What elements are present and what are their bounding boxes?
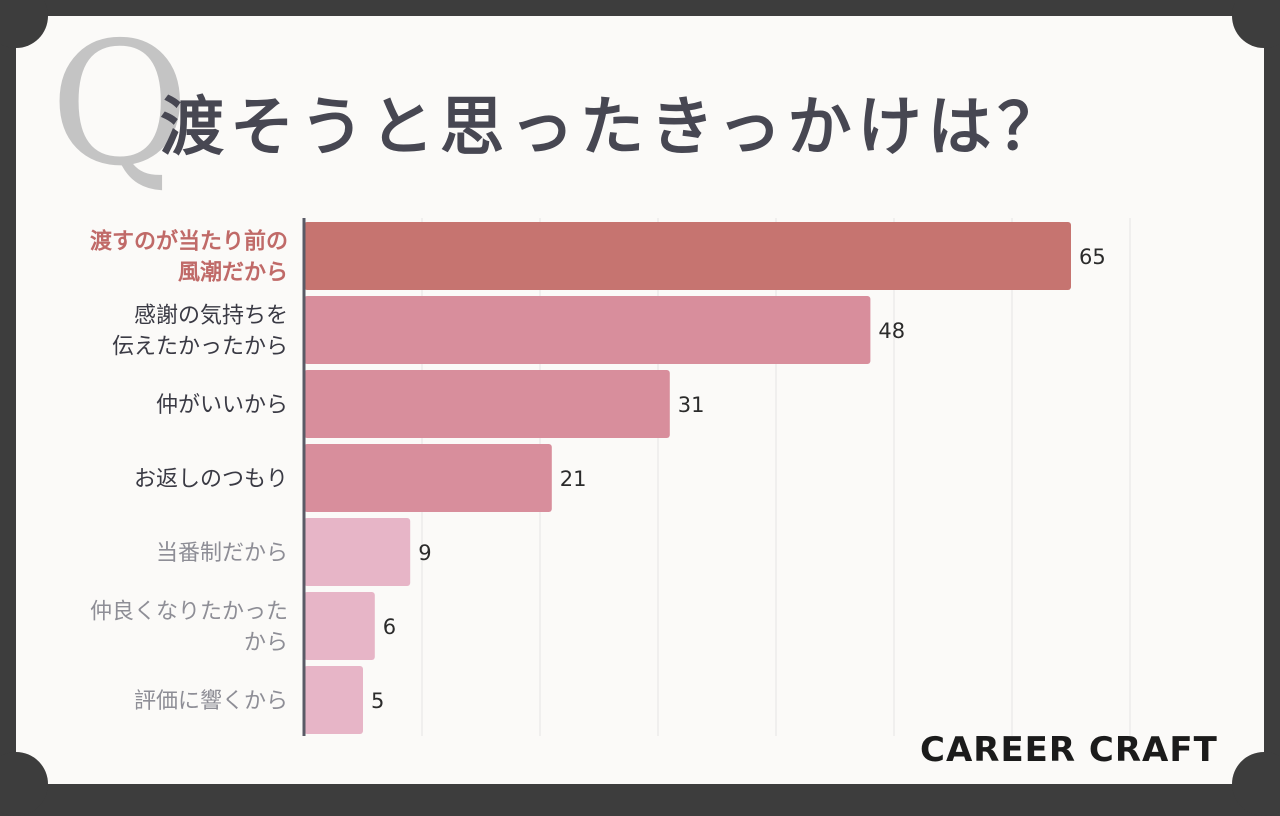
bar <box>304 666 363 734</box>
chart-title: 渡そうと思ったきっかけは？ <box>160 91 1068 165</box>
category-label: 仲がいいから <box>156 393 288 418</box>
bar <box>304 592 375 660</box>
value-label: 6 <box>383 615 396 639</box>
bar <box>304 518 411 586</box>
category-label: 伝えたかったから <box>112 335 288 360</box>
category-label: 渡すのが当たり前の <box>90 229 288 255</box>
value-label: 5 <box>371 689 384 713</box>
category-label: 当番制だから <box>156 541 288 566</box>
bar <box>304 296 871 364</box>
value-label: 21 <box>560 467 587 491</box>
brand-logo: CAREER CRAFT <box>920 730 1218 770</box>
value-label: 65 <box>1079 245 1106 269</box>
bars <box>304 222 1071 734</box>
category-label: 仲良くなりたかった <box>90 600 288 625</box>
category-label: お返しのつもり <box>134 467 288 492</box>
category-label: 感謝の気持ちを <box>134 304 288 329</box>
category-label: から <box>244 631 288 656</box>
bar <box>304 444 552 512</box>
category-labels: 渡すのが当たり前の風潮だから感謝の気持ちを伝えたかったから仲がいいからお返しのつ… <box>90 229 288 715</box>
bar <box>304 370 670 438</box>
category-label: 風潮だから <box>178 261 288 286</box>
q-mark: Q <box>50 6 190 204</box>
value-label: 9 <box>418 541 431 565</box>
value-label: 48 <box>878 319 905 343</box>
bar <box>304 222 1071 290</box>
category-label: 評価に響くから <box>134 689 288 714</box>
value-label: 31 <box>678 393 705 417</box>
